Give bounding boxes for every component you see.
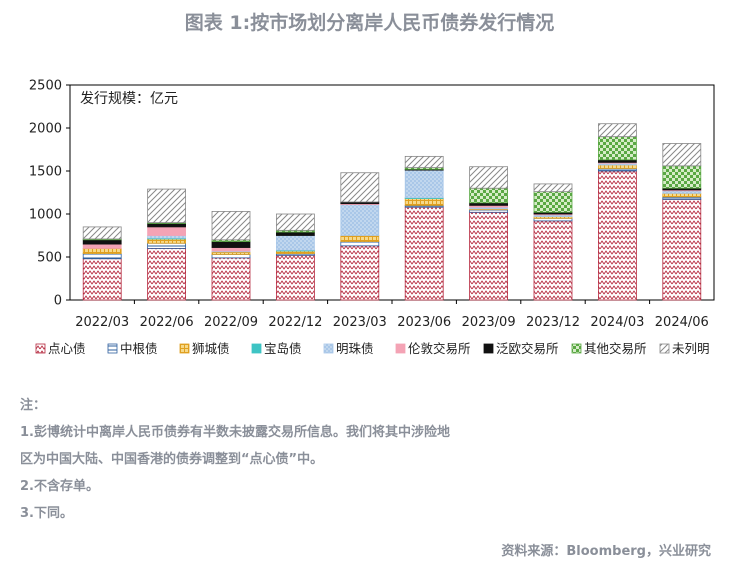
note-line: 1.彭博统计中离岸人民币债券有半数未披露交易所信息。我们将其中涉险地 xyxy=(20,425,450,440)
source-note: 资料来源：Bloomberg，兴业研究 xyxy=(501,544,711,559)
x-tick-label: 2022/03 xyxy=(75,315,129,330)
bar-segment xyxy=(662,198,702,301)
bar-segment xyxy=(404,155,444,168)
bar-segment xyxy=(147,226,187,236)
legend-label: 点心债 xyxy=(48,341,86,356)
legend-swatch xyxy=(35,343,46,354)
y-tick-label: 1500 xyxy=(29,165,62,180)
bar-segment xyxy=(82,243,122,249)
x-tick-label: 2022/06 xyxy=(140,315,194,330)
bar-segment xyxy=(404,198,444,206)
legend-swatch xyxy=(323,343,334,354)
bar-segment xyxy=(147,188,187,223)
x-tick-label: 2023/12 xyxy=(526,315,580,330)
notes: 注： 1.彭博统计中离岸人民币债券有半数未披露交易所信息。我们将其中涉险地 区为… xyxy=(20,392,450,527)
legend-swatch xyxy=(483,343,494,354)
bar-segment xyxy=(211,241,251,248)
bar-segment xyxy=(533,183,573,193)
legend-label: 中根债 xyxy=(120,341,158,356)
legend-label: 其他交易所 xyxy=(584,341,647,356)
legend-label: 伦敦交易所 xyxy=(408,341,471,356)
bar-segment xyxy=(211,254,251,259)
bar-segment xyxy=(404,169,444,199)
legend-label: 未列明 xyxy=(672,341,710,356)
unit-label: 发行规模：亿元 xyxy=(80,91,178,107)
bar-segment xyxy=(469,166,509,189)
legend-swatch xyxy=(107,343,118,354)
bar-segment xyxy=(598,170,637,301)
bar-segment xyxy=(147,242,187,249)
x-tick-label: 2024/03 xyxy=(590,315,644,330)
legend-swatch xyxy=(659,343,670,354)
bar-segment xyxy=(533,191,573,213)
y-tick-label: 2000 xyxy=(29,122,62,137)
legend-swatch xyxy=(395,343,406,354)
x-tick-label: 2023/03 xyxy=(333,315,387,330)
bar-segment xyxy=(469,187,509,204)
legend-label: 宝岛债 xyxy=(264,341,302,356)
note-line: 注： xyxy=(20,398,47,413)
bar-segment xyxy=(469,211,509,301)
bar-segment xyxy=(211,211,251,241)
note-line: 3.下同。 xyxy=(20,506,73,521)
legend-label: 狮城债 xyxy=(192,341,230,356)
bar-segment xyxy=(662,192,702,198)
bar-segment xyxy=(147,238,187,244)
y-tick-label: 500 xyxy=(37,251,62,266)
legend-swatch xyxy=(571,343,582,354)
y-tick-label: 0 xyxy=(54,294,62,309)
bar-segment xyxy=(340,204,380,236)
bar-segment xyxy=(275,213,315,231)
x-tick-label: 2024/06 xyxy=(655,315,709,330)
bar-segment xyxy=(147,247,187,301)
x-tick-label: 2022/12 xyxy=(268,315,322,330)
bar-segment xyxy=(275,231,315,236)
note-line: 2.不含存单。 xyxy=(20,479,99,494)
bar-segment xyxy=(598,123,637,137)
bar-segment xyxy=(82,247,122,254)
bar-segment xyxy=(340,245,380,301)
bar-segment xyxy=(340,241,380,247)
bar-segment xyxy=(662,143,702,167)
bar-segment xyxy=(404,206,444,301)
bar-segment xyxy=(598,164,637,169)
bar-segment xyxy=(211,257,251,301)
bar-segment xyxy=(147,223,187,228)
bar-segment xyxy=(662,165,702,189)
bar-segment xyxy=(340,172,380,203)
y-tick-label: 1000 xyxy=(29,208,62,223)
x-tick-label: 2023/06 xyxy=(397,315,451,330)
note-line: 区为中国大陆、中国香港的债券调整到“点心债”中。 xyxy=(20,452,324,467)
bar-segment xyxy=(340,235,380,242)
chart-title: 图表 1:按市场划分离岸人民币债券发行情况 xyxy=(184,12,555,34)
stacked-bar-chart: 0 500 1000 1500 2000 2500 发行规模：亿元 2022/03 2022/0… xyxy=(29,79,715,356)
x-tick-label: 2023/09 xyxy=(462,315,516,330)
bar-segment xyxy=(82,239,122,245)
x-tick-label: 2022/09 xyxy=(204,315,258,330)
bar-segment xyxy=(82,253,122,260)
bar-segment xyxy=(533,220,573,301)
y-tick-label: 2500 xyxy=(29,79,62,94)
bar-segment xyxy=(82,226,122,240)
legend-label: 明珠债 xyxy=(336,341,374,356)
bar-segment xyxy=(275,235,315,251)
bar-segment xyxy=(275,254,315,301)
legend-swatch xyxy=(251,343,262,354)
bar-segment xyxy=(598,136,637,161)
bar-segment xyxy=(82,258,122,301)
legend-swatch xyxy=(179,343,190,354)
bar-segment xyxy=(211,247,251,252)
legend-label: 泛欧交易所 xyxy=(496,341,559,356)
